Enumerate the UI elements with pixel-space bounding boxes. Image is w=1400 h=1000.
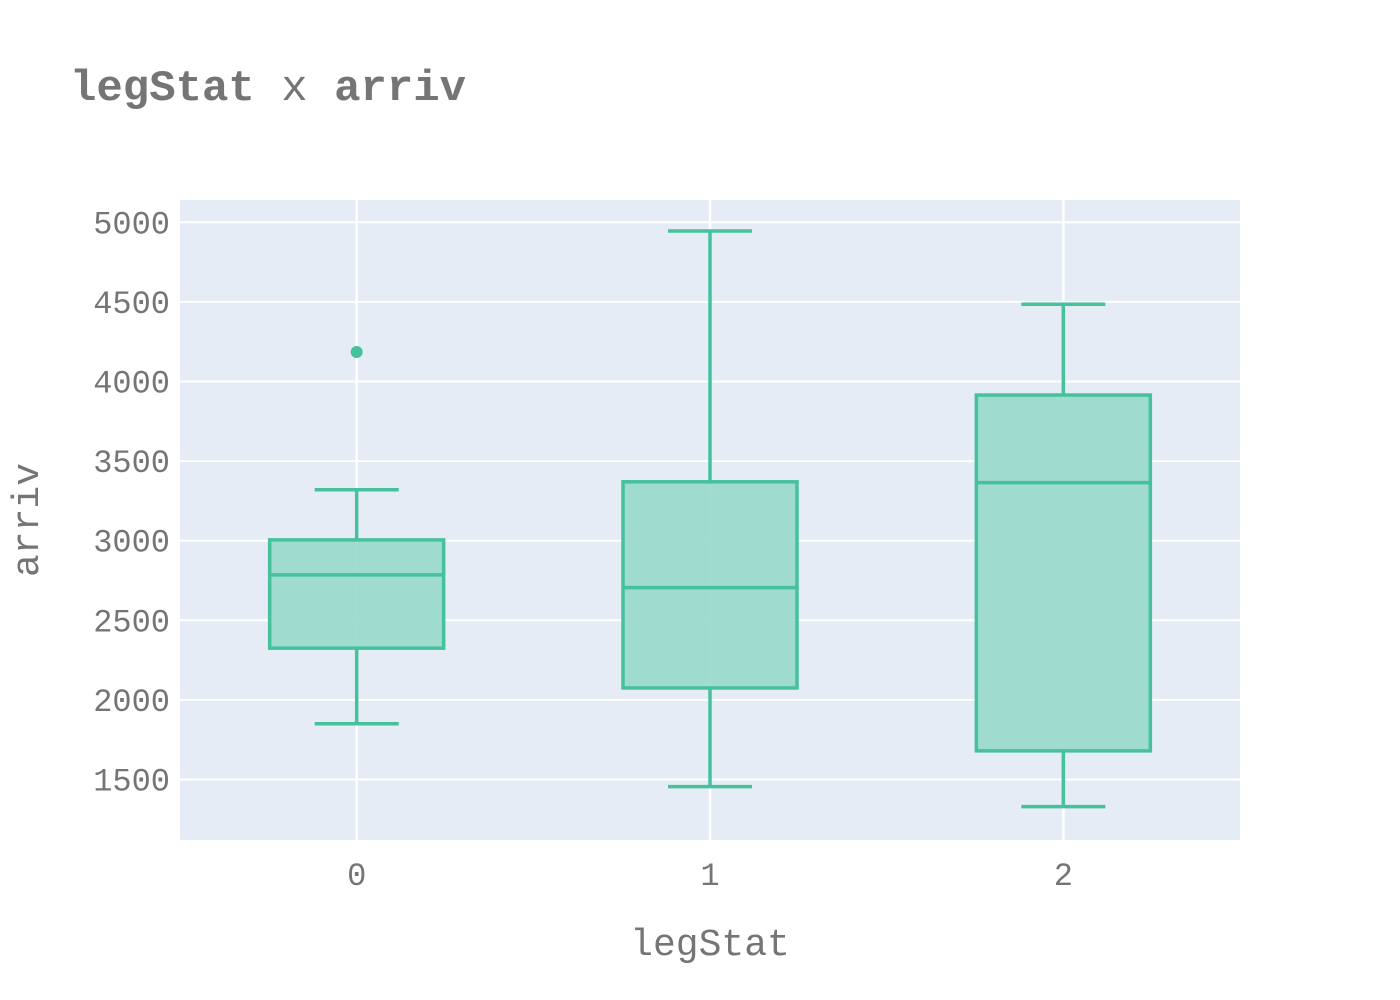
chart-title-part2: arriv — [334, 64, 466, 114]
box-group — [621, 229, 799, 789]
box-group — [267, 346, 446, 726]
x-tick-label: 2 — [1054, 858, 1073, 895]
iqr-box — [974, 393, 1153, 753]
boxes — [267, 229, 1153, 809]
y-tick-label: 3000 — [93, 525, 170, 562]
chart-title: legStat x arriv — [70, 64, 466, 114]
box-group — [974, 302, 1153, 809]
chart-title-part1: legStat — [70, 64, 255, 114]
chart-title-separator: x — [255, 64, 334, 114]
x-tick-label: 1 — [700, 858, 719, 895]
y-axis-title: arriv — [7, 463, 50, 577]
iqr-box — [621, 480, 799, 690]
outlier-point — [350, 346, 363, 359]
y-tick-label: 4000 — [93, 365, 170, 402]
y-tick-label: 1500 — [93, 764, 170, 801]
x-axis-title: legStat — [630, 924, 790, 967]
y-tick-label: 4500 — [93, 286, 170, 323]
y-tick-label: 2000 — [93, 684, 170, 721]
iqr-box — [267, 538, 446, 650]
x-tick-label: 0 — [347, 858, 366, 895]
tick-labels: 1500 2000 2500 3000 3500 4000 4500 5000 0 1 2 — [93, 206, 1073, 895]
y-tick-label: 5000 — [93, 206, 170, 243]
y-tick-label: 2500 — [93, 604, 170, 641]
y-tick-label: 3500 — [93, 445, 170, 482]
